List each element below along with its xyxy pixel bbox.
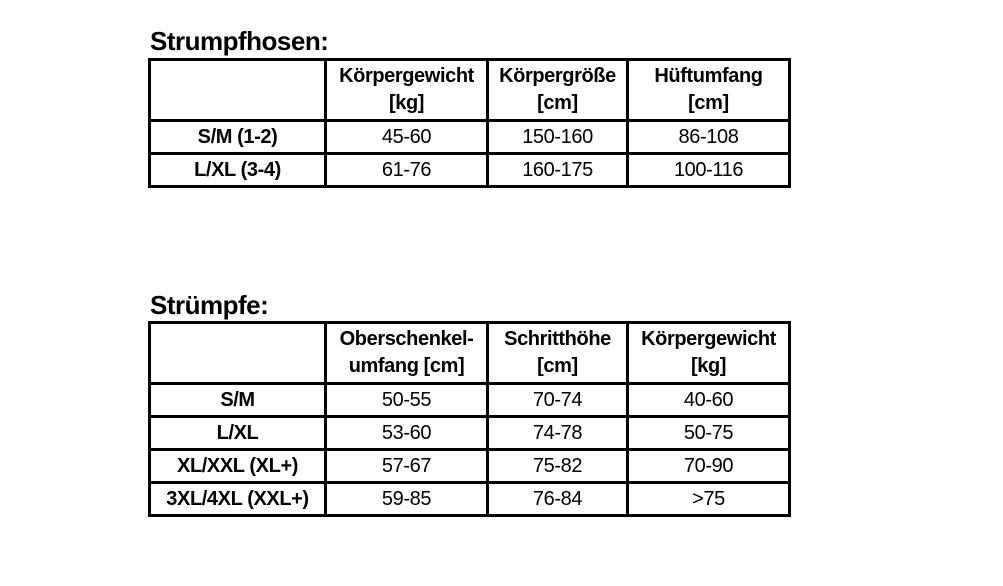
value-cell: 100-116 (626, 152, 791, 188)
strumpfhosen-size-table: Körpergewicht [kg] Körpergröße [cm] Hüft… (148, 58, 791, 188)
header-cell-koerpergewicht: Körpergewicht [kg] (626, 321, 791, 385)
table-row: L/XL (3-4) 61-76 160-175 100-116 (148, 152, 791, 188)
header-line-2: [cm] (537, 355, 578, 377)
header-line-2: [cm] (537, 92, 578, 114)
header-cell-oberschenkelumfang: Oberschenkel- umfang [cm] (324, 321, 489, 385)
row-label-cell: S/M (1-2) (148, 119, 327, 155)
row-label-cell: L/XL (148, 415, 327, 451)
table-row: S/M 50-55 70-74 40-60 (148, 382, 791, 418)
table-row: L/XL 53-60 74-78 50-75 (148, 415, 791, 451)
value-cell: 61-76 (324, 152, 489, 188)
row-label-cell: XL/XXL (XL+) (148, 448, 327, 484)
header-cell-hueftumfang: Hüftumfang [cm] (626, 58, 791, 122)
value-cell: 53-60 (324, 415, 489, 451)
header-line-2: [kg] (388, 92, 425, 114)
value-cell: 57-67 (324, 448, 489, 484)
row-label-cell: S/M (148, 382, 327, 418)
value-cell: 50-55 (324, 382, 489, 418)
value-cell: 70-74 (486, 382, 629, 418)
table-row: S/M (1-2) 45-60 150-160 86-108 (148, 119, 791, 155)
value-cell: 50-75 (626, 415, 791, 451)
corner-cell (148, 321, 327, 385)
table-row: XL/XXL (XL+) 57-67 75-82 70-90 (148, 448, 791, 484)
table-row: 3XL/4XL (XXL+) 59-85 76-84 >75 (148, 481, 791, 517)
corner-cell (148, 58, 327, 122)
value-cell: 76-84 (486, 481, 629, 517)
value-cell: 70-90 (626, 448, 791, 484)
header-line-2: umfang [cm] (348, 355, 465, 377)
header-line-1: Körpergewicht (339, 65, 474, 87)
struempfe-title: Strümpfe: (150, 290, 269, 320)
header-cell-schritthoehe: Schritthöhe [cm] (486, 321, 629, 385)
value-cell: 86-108 (626, 119, 791, 155)
header-line-1: Oberschenkel- (339, 328, 474, 350)
header-row: Oberschenkel- umfang [cm] Schritthöhe [c… (148, 321, 791, 385)
header-line-1: Schritthöhe (504, 328, 611, 350)
value-cell: 45-60 (324, 119, 489, 155)
value-cell: 59-85 (324, 481, 489, 517)
value-cell: 160-175 (486, 152, 629, 188)
struempfe-size-table: Oberschenkel- umfang [cm] Schritthöhe [c… (148, 321, 791, 517)
header-cell-koerpergroesse: Körpergröße [cm] (486, 58, 629, 122)
row-label-cell: L/XL (3-4) (148, 152, 327, 188)
value-cell: 74-78 (486, 415, 629, 451)
header-cell-koerpergewicht: Körpergewicht [kg] (324, 58, 489, 122)
row-label-cell: 3XL/4XL (XXL+) (148, 481, 327, 517)
header-row: Körpergewicht [kg] Körpergröße [cm] Hüft… (148, 58, 791, 122)
header-line-1: Körpergewicht (641, 328, 776, 350)
value-cell: 150-160 (486, 119, 629, 155)
value-cell: 40-60 (626, 382, 791, 418)
header-line-1: Hüftumfang (654, 65, 763, 87)
value-cell: 75-82 (486, 448, 629, 484)
header-line-2: [kg] (690, 355, 727, 377)
header-line-2: [cm] (688, 92, 729, 114)
strumpfhosen-title: Strumpfhosen: (150, 26, 329, 56)
value-cell: >75 (626, 481, 791, 517)
header-line-1: Körpergröße (499, 65, 616, 87)
